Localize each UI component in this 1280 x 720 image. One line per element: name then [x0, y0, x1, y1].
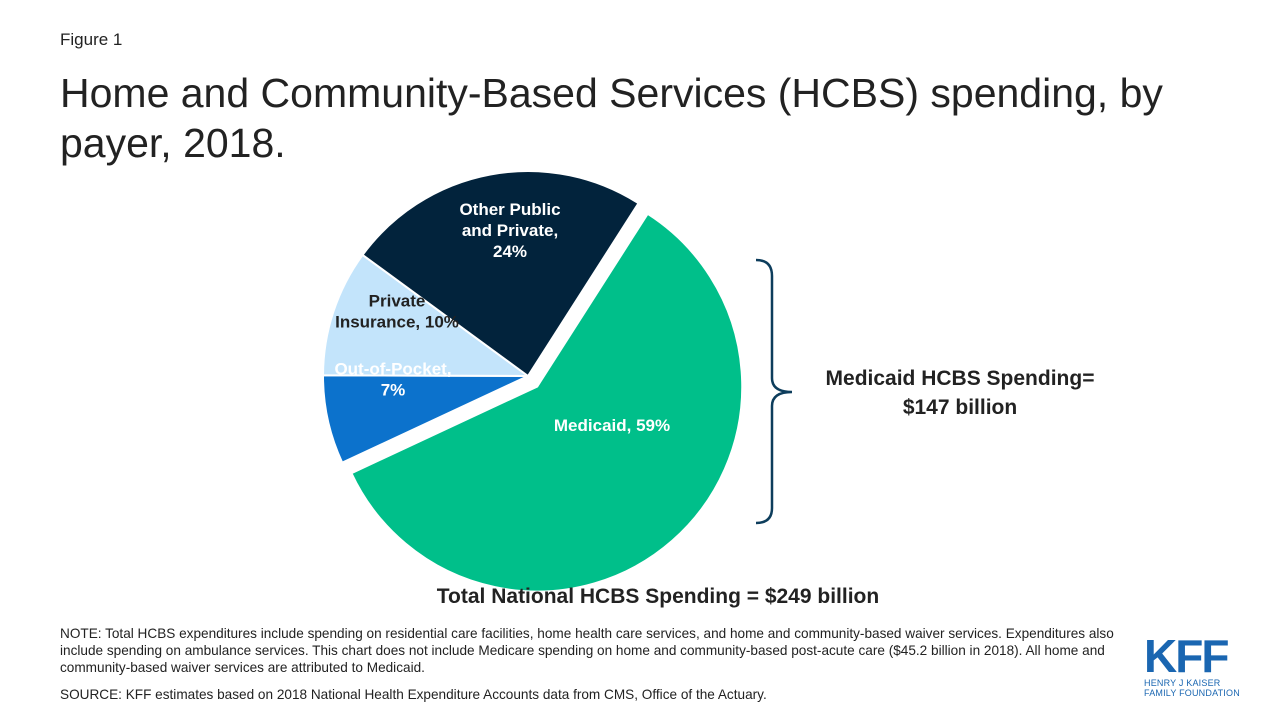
- total-spending: Total National HCBS Spending = $249 bill…: [436, 585, 880, 608]
- slice-label-out-of-pocket: Out-of-Pocket, 7%: [334, 360, 451, 400]
- figure-label: Figure 1: [60, 30, 123, 49]
- pie-slice-other-public-and-private: [361, 170, 640, 378]
- pie-slice-private-insurance: [321, 253, 532, 378]
- slice-label-private-insurance: Private Insurance, 10%: [335, 292, 459, 332]
- callout-line-2: $147 billion: [902, 396, 1018, 419]
- source-text: SOURCE: KFF estimates based on 2018 Nati…: [60, 687, 767, 702]
- note-text: NOTE: Total HCBS expenditures include sp…: [60, 626, 1114, 675]
- slice-label-other-public-and-private: Other Public and Private, 24%: [459, 200, 560, 261]
- medicaid-bracket: [755, 258, 793, 525]
- medicaid-callout: Medicaid HCBS Spending= $147 billion: [760, 364, 1160, 422]
- chart-title: Home and Community-Based Services (HCBS)…: [60, 70, 1163, 166]
- kff-logo-mark: KFF: [1144, 630, 1229, 682]
- kff-logo: KFF HENRY J KAISER FAMILY FOUNDATION: [1144, 630, 1244, 700]
- kff-logo-line-1: HENRY J KAISER: [1144, 678, 1221, 688]
- slice-label-medicaid: Medicaid, 59%: [554, 416, 670, 435]
- pie-slice-medicaid: [350, 212, 744, 593]
- kff-logo-line-2: FAMILY FOUNDATION: [1144, 688, 1240, 698]
- callout-line-1: Medicaid HCBS Spending=: [825, 367, 1095, 390]
